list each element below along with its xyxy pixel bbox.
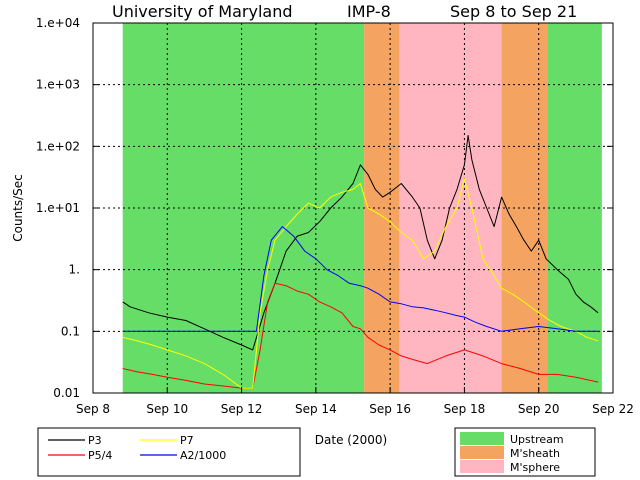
region-swatch-upstream [460,432,504,445]
y-tick-label-1-e-01: 1.e+01 [36,201,80,215]
x-tick-label-sep-18: Sep 18 [444,402,486,416]
x-tick-label-sep-16: Sep 16 [369,402,411,416]
x-tick-label-sep-8: Sep 8 [76,402,110,416]
x-tick-label-sep-20: Sep 20 [518,402,560,416]
y-tick-label-1-e-02: 1.e+02 [36,139,80,153]
series-legend: P3 P7 P5/4 A2/1000 [37,427,301,477]
region-label-upstream: Upstream [510,433,564,446]
series-layer [122,135,599,389]
legend-label-p54: P5/4 [88,449,112,462]
region-swatch-msheath [460,446,504,459]
x-axis-label: Date (2000) [315,433,387,447]
title-instrument: IMP-8 [347,2,391,21]
legend-label-a2: A2/1000 [180,449,226,462]
y-axis-label: Counts/Sec [11,174,25,242]
x-tick-label-sep-14: Sep 14 [295,402,337,416]
region-label-msphere: M'sphere [510,461,560,474]
y-tick-label-0-01: 0.01 [53,386,80,400]
legend-label-p3: P3 [88,434,102,447]
series-line-p5-4 [122,282,599,389]
title-institution: University of Maryland [112,2,293,21]
x-tick-label-sep-10: Sep 10 [146,402,188,416]
title-date-range: Sep 8 to Sep 21 [450,2,577,21]
series-line-p7 [122,178,599,389]
tick-layer: 0.01 0.1 1. 1.e+01 1.e+02 1.e+03 1.e+04 Sep 8 Se… [36,16,634,416]
region-legend-box [454,427,596,477]
x-tick-label-sep-12: Sep 12 [221,402,263,416]
series-line-a2-1000 [122,226,599,332]
region-legend: Upstream M'sheath M'sphere [454,427,596,477]
region-label-msheath: M'sheath [510,447,560,460]
y-tick-label-1-e-03: 1.e+03 [36,78,80,92]
x-tick-label-sep-22: Sep 22 [592,402,634,416]
y-tick-label-0-1: 0.1 [61,324,80,338]
legend-label-p7: P7 [180,434,194,447]
series-line-p3 [122,135,599,351]
region-swatch-msphere [460,460,504,473]
y-tick-label-1: 1. [69,263,80,277]
series-legend-box [37,427,301,477]
y-tick-label-1-e-04: 1.e+04 [36,16,80,30]
